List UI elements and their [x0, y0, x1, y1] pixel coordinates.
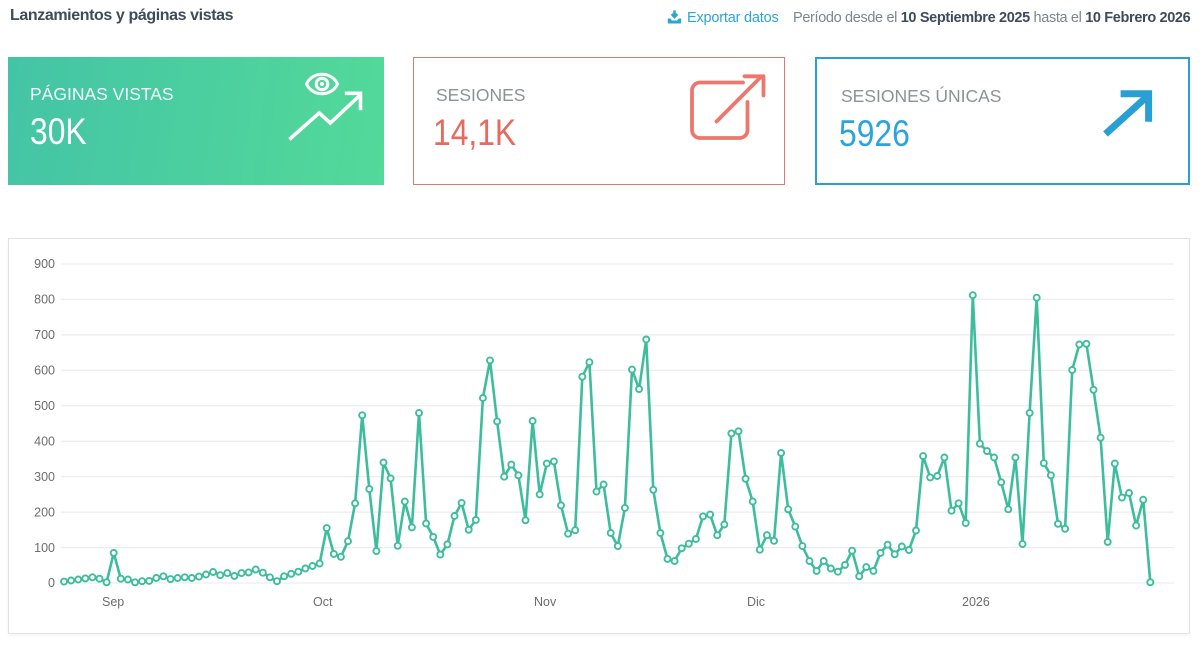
svg-text:100: 100	[34, 541, 55, 555]
svg-text:Nov: Nov	[534, 595, 557, 609]
svg-text:200: 200	[34, 505, 55, 519]
svg-text:500: 500	[34, 399, 55, 413]
svg-text:0: 0	[48, 576, 55, 590]
svg-text:2026: 2026	[962, 595, 990, 609]
svg-text:400: 400	[34, 434, 55, 448]
svg-text:600: 600	[34, 364, 55, 378]
svg-text:300: 300	[34, 470, 55, 484]
svg-text:Oct: Oct	[313, 595, 333, 609]
svg-text:Dic: Dic	[747, 595, 765, 609]
svg-text:800: 800	[34, 293, 55, 307]
svg-text:700: 700	[34, 328, 55, 342]
svg-text:Sep: Sep	[102, 595, 124, 609]
svg-text:900: 900	[34, 257, 55, 271]
